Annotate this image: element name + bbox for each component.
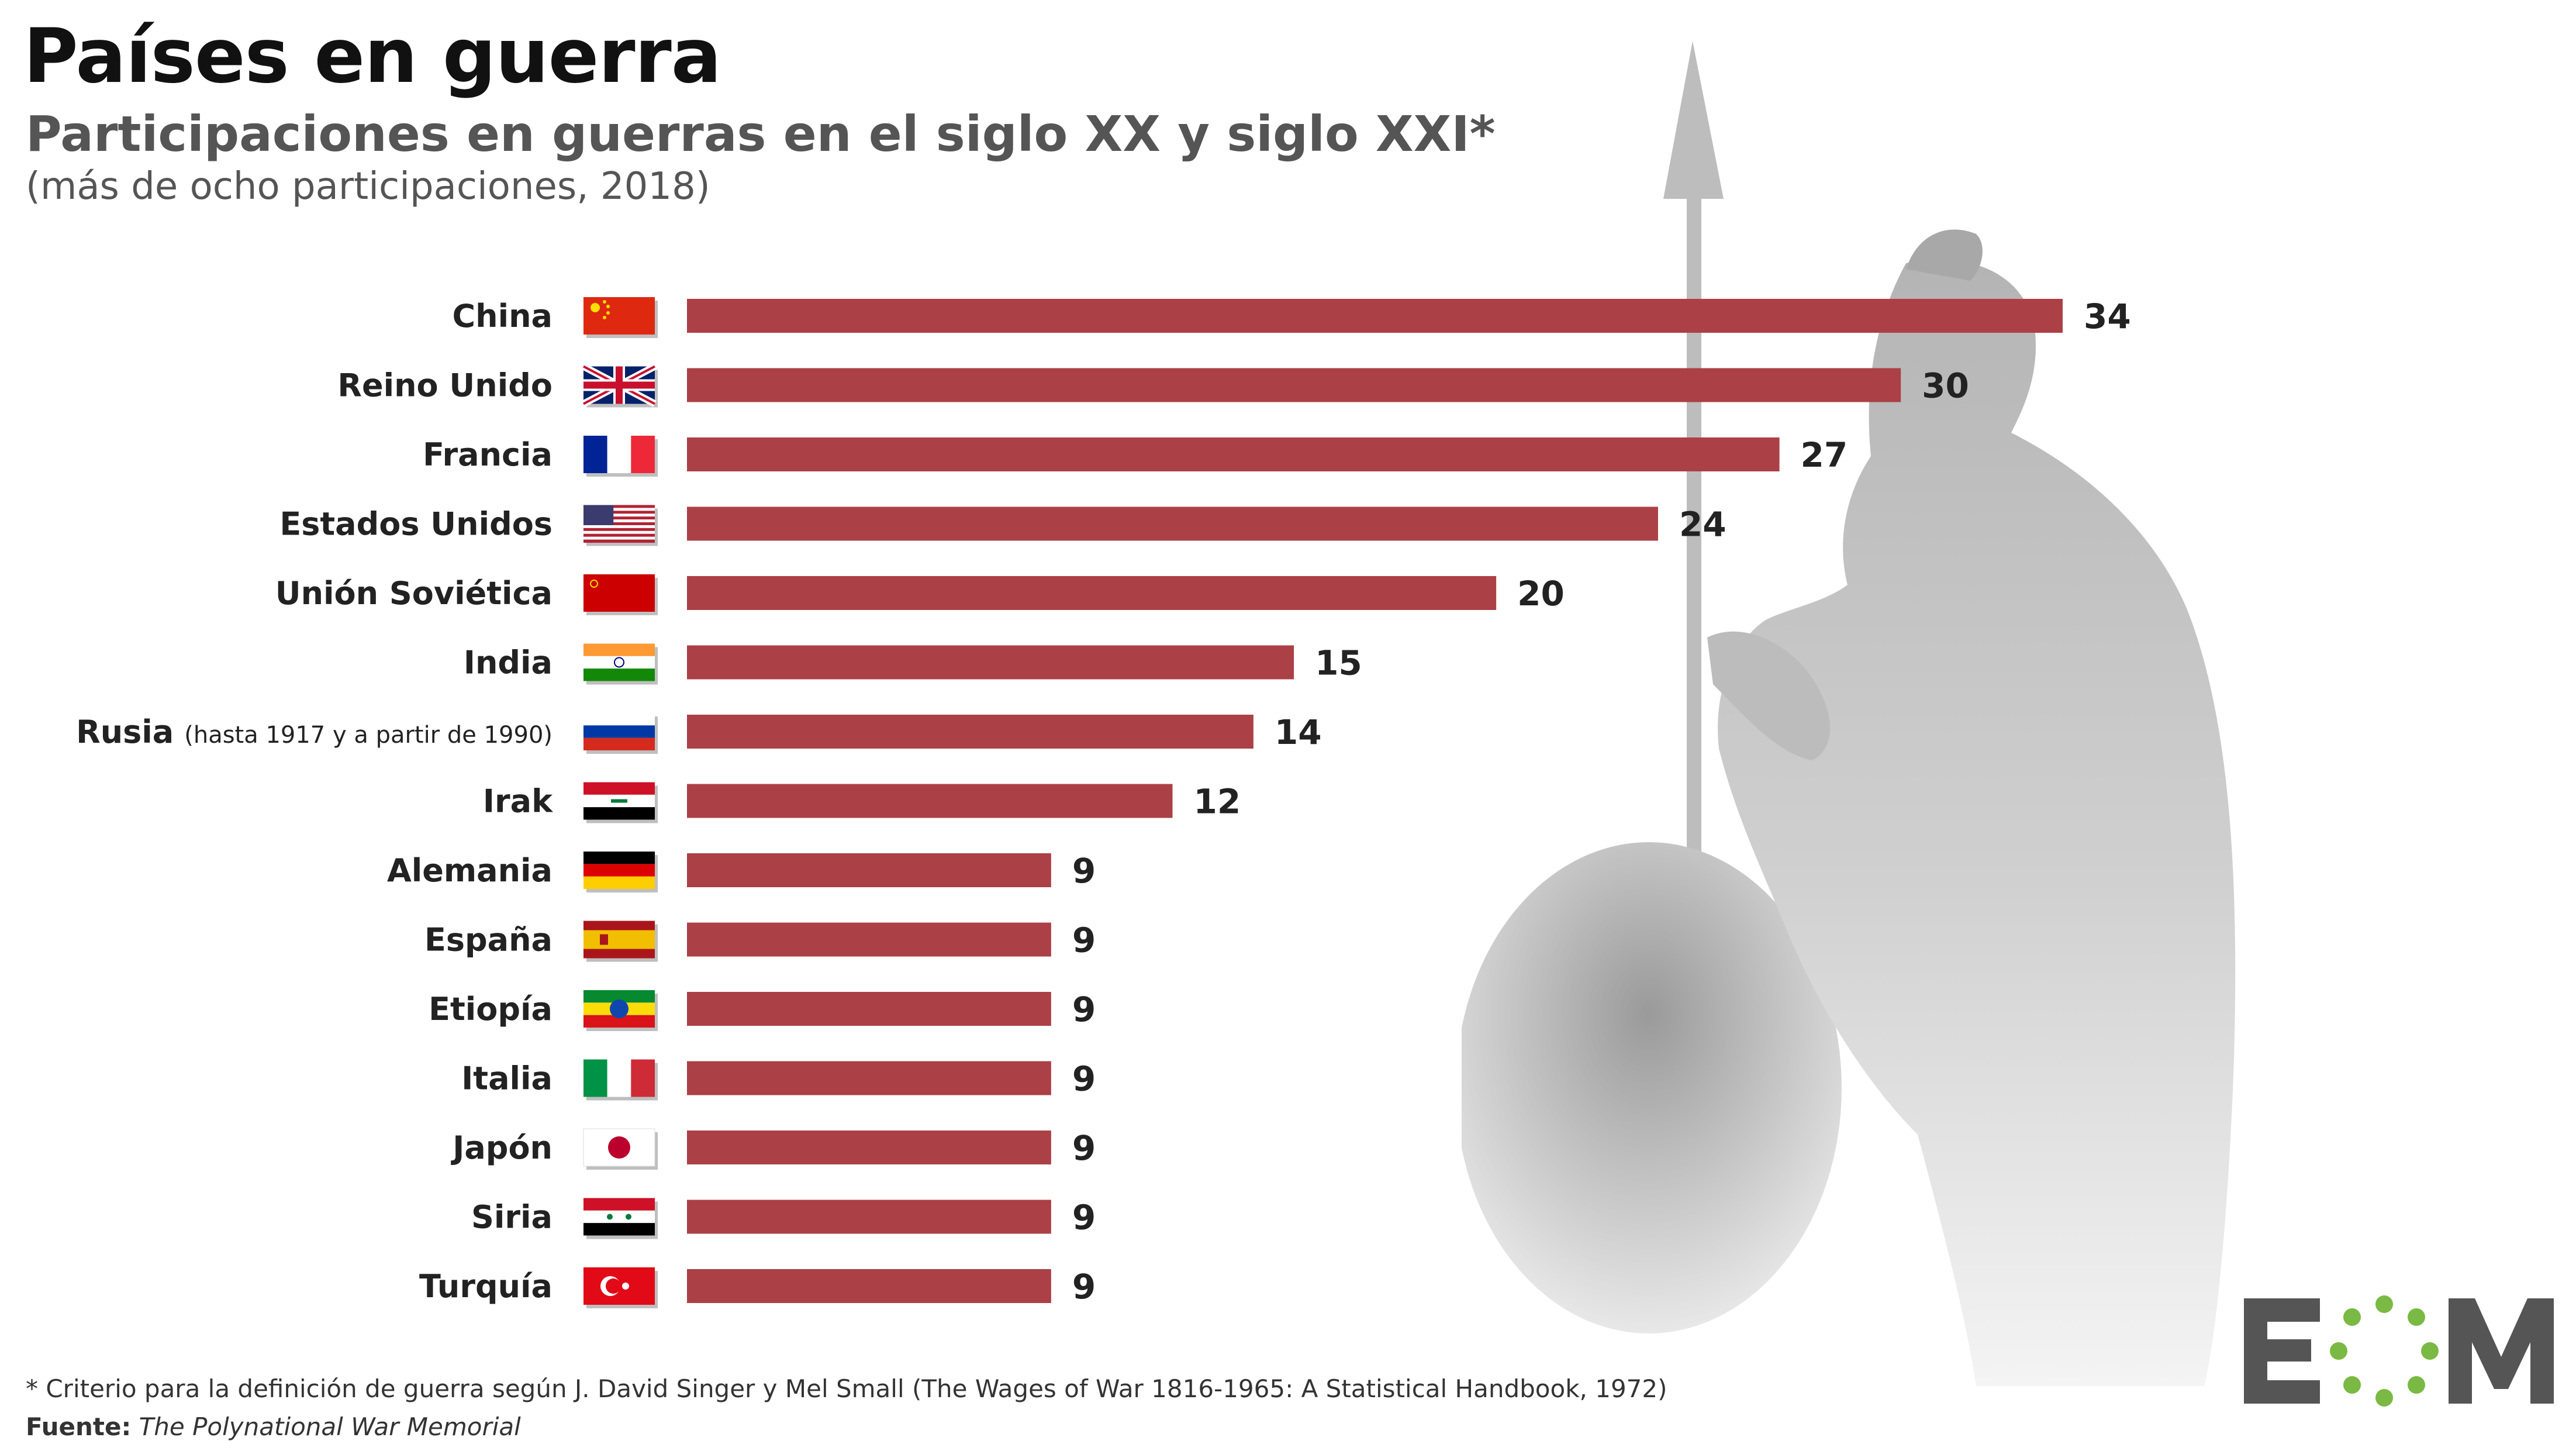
eom-logo — [2244, 1295, 2554, 1407]
ussr-flag-icon — [583, 574, 658, 615]
chart-subtitle: Participaciones en guerras en el siglo X… — [26, 105, 1496, 163]
uk-flag-icon — [582, 363, 658, 408]
germany-flag-icon — [583, 852, 658, 892]
bar — [687, 576, 1497, 610]
syria-flag-icon — [583, 1198, 658, 1239]
source-label: Fuente: — [26, 1412, 132, 1441]
chart-note: (más de ocho participaciones, 2018) — [26, 165, 710, 208]
value-label: 9 — [1072, 921, 1096, 960]
bar — [687, 715, 1254, 749]
value-label: 9 — [1072, 1198, 1096, 1238]
value-label: 15 — [1315, 643, 1362, 683]
category-label: Turquía — [419, 1268, 553, 1305]
category-label: Alemania — [387, 852, 553, 889]
bar — [687, 992, 1051, 1026]
japan-flag-icon — [583, 1128, 658, 1170]
bar — [687, 506, 1658, 541]
value-label: 24 — [1679, 505, 1726, 544]
bar — [687, 299, 2063, 333]
source-text: The Polynational War Memorial — [139, 1412, 521, 1441]
category-label: Estados Unidos — [279, 506, 553, 543]
bar — [687, 1061, 1051, 1095]
value-label: 30 — [1922, 366, 1969, 406]
bar — [687, 784, 1173, 818]
bar — [687, 853, 1051, 887]
category-label: Rusia (hasta 1917 y a partir de 1990) — [76, 714, 553, 750]
value-label: 14 — [1275, 712, 1322, 752]
category-label: Siria — [471, 1199, 553, 1236]
china-flag-icon — [583, 297, 658, 338]
value-label: 9 — [1072, 1267, 1096, 1307]
category-label: Francia — [423, 436, 553, 473]
value-label: 12 — [1193, 782, 1241, 822]
category-label: Unión Soviética — [275, 575, 553, 612]
usa-flag-icon — [583, 505, 658, 546]
iraq-flag-icon — [583, 782, 658, 823]
category-label: Reino Unido — [337, 367, 553, 404]
turkey-flag-icon — [583, 1267, 658, 1308]
category-label: España — [424, 922, 553, 959]
chart-title: Países en guerra — [23, 13, 721, 100]
category-label: India — [464, 644, 553, 681]
category-note: (hasta 1917 y a partir de 1990) — [184, 722, 553, 749]
category-label: Italia — [461, 1060, 553, 1097]
value-label: 9 — [1072, 851, 1096, 891]
value-label: 9 — [1072, 1059, 1096, 1099]
value-label: 34 — [2084, 297, 2131, 336]
bar — [687, 1131, 1051, 1164]
category-label: China — [453, 298, 553, 335]
bar — [687, 437, 1780, 471]
spain-flag-icon — [583, 921, 658, 962]
bar — [687, 368, 1901, 402]
bar — [687, 1269, 1051, 1303]
france-flag-icon — [583, 436, 658, 477]
india-flag-icon — [583, 643, 658, 685]
value-label: 9 — [1072, 990, 1096, 1029]
italy-flag-icon — [583, 1059, 658, 1101]
value-label: 20 — [1517, 574, 1565, 614]
category-label: Irak — [483, 783, 553, 820]
value-label: 27 — [1801, 435, 1848, 475]
footnote: * Criterio para la definición de guerra … — [26, 1374, 1667, 1403]
bar — [687, 645, 1294, 680]
category-label: Etiopía — [429, 991, 553, 1028]
warrior-silhouette-image — [1462, 41, 2236, 1386]
russia-flag-icon — [583, 713, 658, 754]
value-label: 9 — [1072, 1128, 1096, 1168]
ethiopia-flag-icon — [583, 990, 658, 1031]
bar — [687, 1200, 1051, 1234]
source-line: Fuente: The Polynational War Memorial — [26, 1412, 521, 1441]
category-label: Japón — [450, 1129, 553, 1166]
bar — [687, 922, 1051, 957]
